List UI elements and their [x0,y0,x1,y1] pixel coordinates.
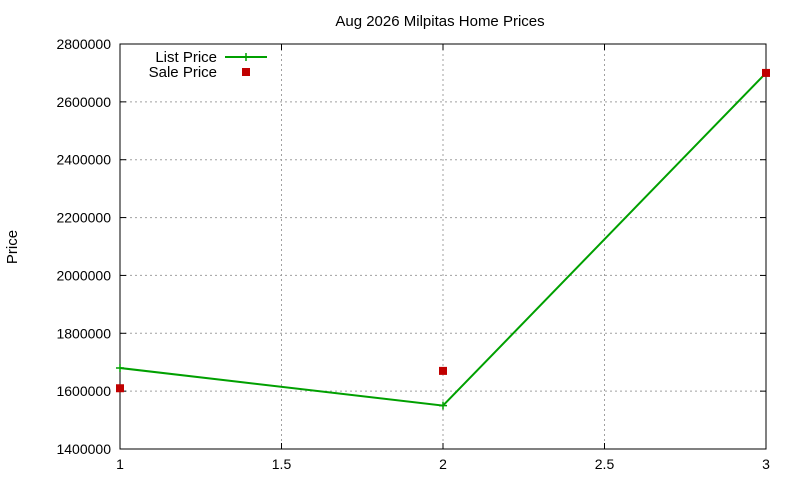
y-tick-label: 1600000 [56,383,111,399]
x-tick-label: 3 [762,456,770,472]
x-tick-label: 2.5 [595,456,615,472]
y-axis-label: Price [4,230,21,264]
sale-price-series [116,68,770,393]
y-tick-label: 1800000 [56,325,111,341]
y-tick-label: 2200000 [56,210,111,226]
y-tick-label: 2600000 [56,94,111,110]
legend-marker [242,68,250,76]
x-tick-label: 1.5 [272,456,292,472]
sale-price-point [116,384,124,393]
x-tick-label: 1 [116,456,124,472]
legend-label: List Price [155,49,217,66]
sale-price-point [762,68,770,77]
y-tick-label: 2400000 [56,152,111,168]
y-tick-label: 1400000 [56,441,111,457]
chart-title: Aug 2026 Milpitas Home Prices [335,13,544,30]
series-layer [116,68,770,410]
x-tick-label: 2 [439,456,447,472]
legend-label: Sale Price [149,64,217,81]
tick-layer: 1400000 1600000 1800000 2000000 2200000 24000… [56,36,770,472]
legend-item-list-price: List Price [155,49,267,66]
list-price-point [439,401,447,410]
y-tick-label: 2800000 [56,36,111,52]
y-tick-label: 2000000 [56,267,111,283]
grid-layer [120,44,766,449]
legend-marker [242,53,250,61]
legend-item-sale-price: Sale Price [149,64,250,81]
list-price-point [116,364,124,372]
sale-price-point [439,366,447,375]
